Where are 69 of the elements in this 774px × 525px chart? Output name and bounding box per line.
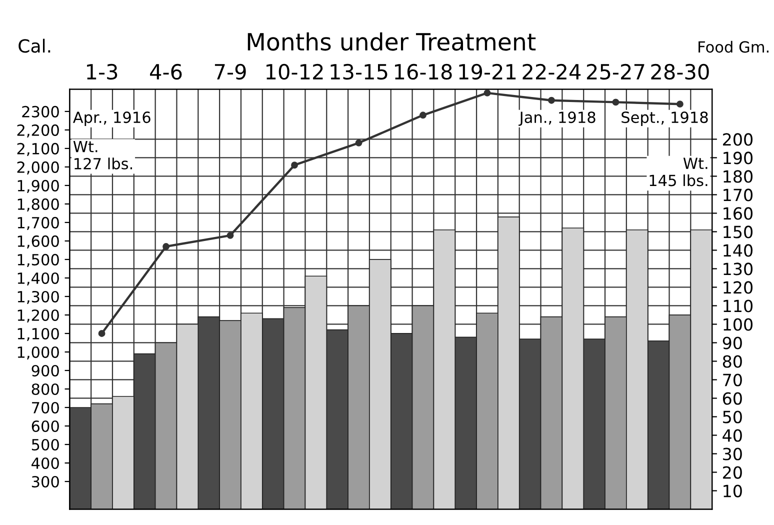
y-tick-label: 2,000 bbox=[17, 161, 59, 175]
x-tick-label: 25-27 bbox=[586, 64, 644, 80]
y-tick-label: 2300 bbox=[22, 106, 59, 118]
y2-tick-label: 30 bbox=[723, 448, 742, 460]
x-tick-label: 28-30 bbox=[651, 64, 709, 80]
point bbox=[612, 98, 620, 106]
x-tick-label: 16-18 bbox=[395, 64, 452, 80]
y2-tick-label: 170 bbox=[724, 188, 753, 202]
point bbox=[98, 330, 106, 337]
y-tick-label: 300 bbox=[32, 476, 59, 488]
point bbox=[676, 100, 684, 108]
point bbox=[355, 139, 362, 146]
y-tick-label: 700 bbox=[32, 402, 59, 414]
y2-tick-label: 80 bbox=[722, 355, 742, 368]
y-tick-label: 1,500 bbox=[18, 254, 59, 268]
annotation: Apr., 1916 bbox=[72, 112, 150, 126]
y2-tick-label: 200 bbox=[723, 133, 753, 146]
x-tick-label: 13-15 bbox=[330, 64, 388, 80]
y-tick-label: 400 bbox=[32, 457, 59, 470]
y2-tick-label: 140 bbox=[724, 244, 753, 257]
y-tick-label: 800 bbox=[32, 383, 59, 396]
y2-tick-label: 120 bbox=[724, 281, 753, 294]
y-tick-label: 600 bbox=[32, 420, 59, 432]
y-axis-title: Cal. bbox=[18, 38, 50, 53]
annotation: Jan., 1918 bbox=[518, 112, 596, 126]
y2-tick-label: 150 bbox=[724, 226, 753, 238]
y2-tick-label: 90 bbox=[722, 336, 742, 350]
y-tick-label: 2,100 bbox=[17, 142, 59, 156]
y-tick-label: 1,300 bbox=[18, 290, 59, 304]
point bbox=[291, 162, 298, 169]
y2-tick-label: 190 bbox=[724, 152, 753, 164]
y-tick-label: 1,600 bbox=[18, 235, 59, 249]
point bbox=[548, 96, 555, 104]
annotation: Wt. 127 lbs. bbox=[73, 140, 132, 170]
y-tick-label: 1,400 bbox=[18, 272, 59, 286]
x-tick-label: 4-6 bbox=[150, 64, 182, 80]
y2-tick-label: 100 bbox=[724, 318, 753, 331]
y-tick-label: 900 bbox=[32, 364, 59, 377]
y2-tick-label: 70 bbox=[723, 374, 742, 386]
y-tick-label: 1,000 bbox=[18, 346, 59, 360]
y2-tick-label: 20 bbox=[723, 466, 742, 479]
x-tick-label: 10-12 bbox=[266, 64, 323, 80]
annotation: Sept., 1918 bbox=[622, 112, 708, 126]
annotation: Wt. 145 lbs. bbox=[650, 158, 708, 186]
y-tick-label: 1,700 bbox=[18, 216, 59, 230]
y-tick-label: 1,200 bbox=[18, 309, 59, 323]
x-tick-label: 7-9 bbox=[214, 64, 246, 80]
y-tick-label: 2,200 bbox=[17, 124, 59, 138]
y2-tick-label: 160 bbox=[724, 207, 753, 220]
x-tick-label: 19-21 bbox=[459, 64, 516, 80]
y2-tick-label: 10 bbox=[724, 484, 742, 498]
y2-tick-label: 110 bbox=[724, 300, 753, 312]
y2-tick-label: 130 bbox=[724, 262, 753, 276]
chart-title: Months under Treatment bbox=[248, 32, 536, 51]
y-tick-label: 1,100 bbox=[18, 328, 59, 342]
y-tick-label: 1,800 bbox=[18, 198, 59, 212]
y2-tick-label: 50 bbox=[723, 410, 742, 424]
y2-tick-label: 40 bbox=[722, 429, 742, 442]
y2-axis-title: Food Gm. bbox=[698, 40, 768, 53]
x-tick-label: 22-24 bbox=[522, 64, 581, 80]
y2-tick-label: 180 bbox=[724, 170, 753, 183]
point bbox=[226, 232, 234, 239]
point bbox=[162, 243, 170, 250]
point bbox=[420, 112, 426, 119]
y-tick-label: 500 bbox=[32, 438, 59, 451]
y2-tick-label: 60 bbox=[722, 392, 742, 405]
x-tick-label: 1-3 bbox=[87, 64, 118, 80]
point bbox=[484, 89, 491, 96]
y-tick-label: 1,900 bbox=[18, 180, 59, 194]
